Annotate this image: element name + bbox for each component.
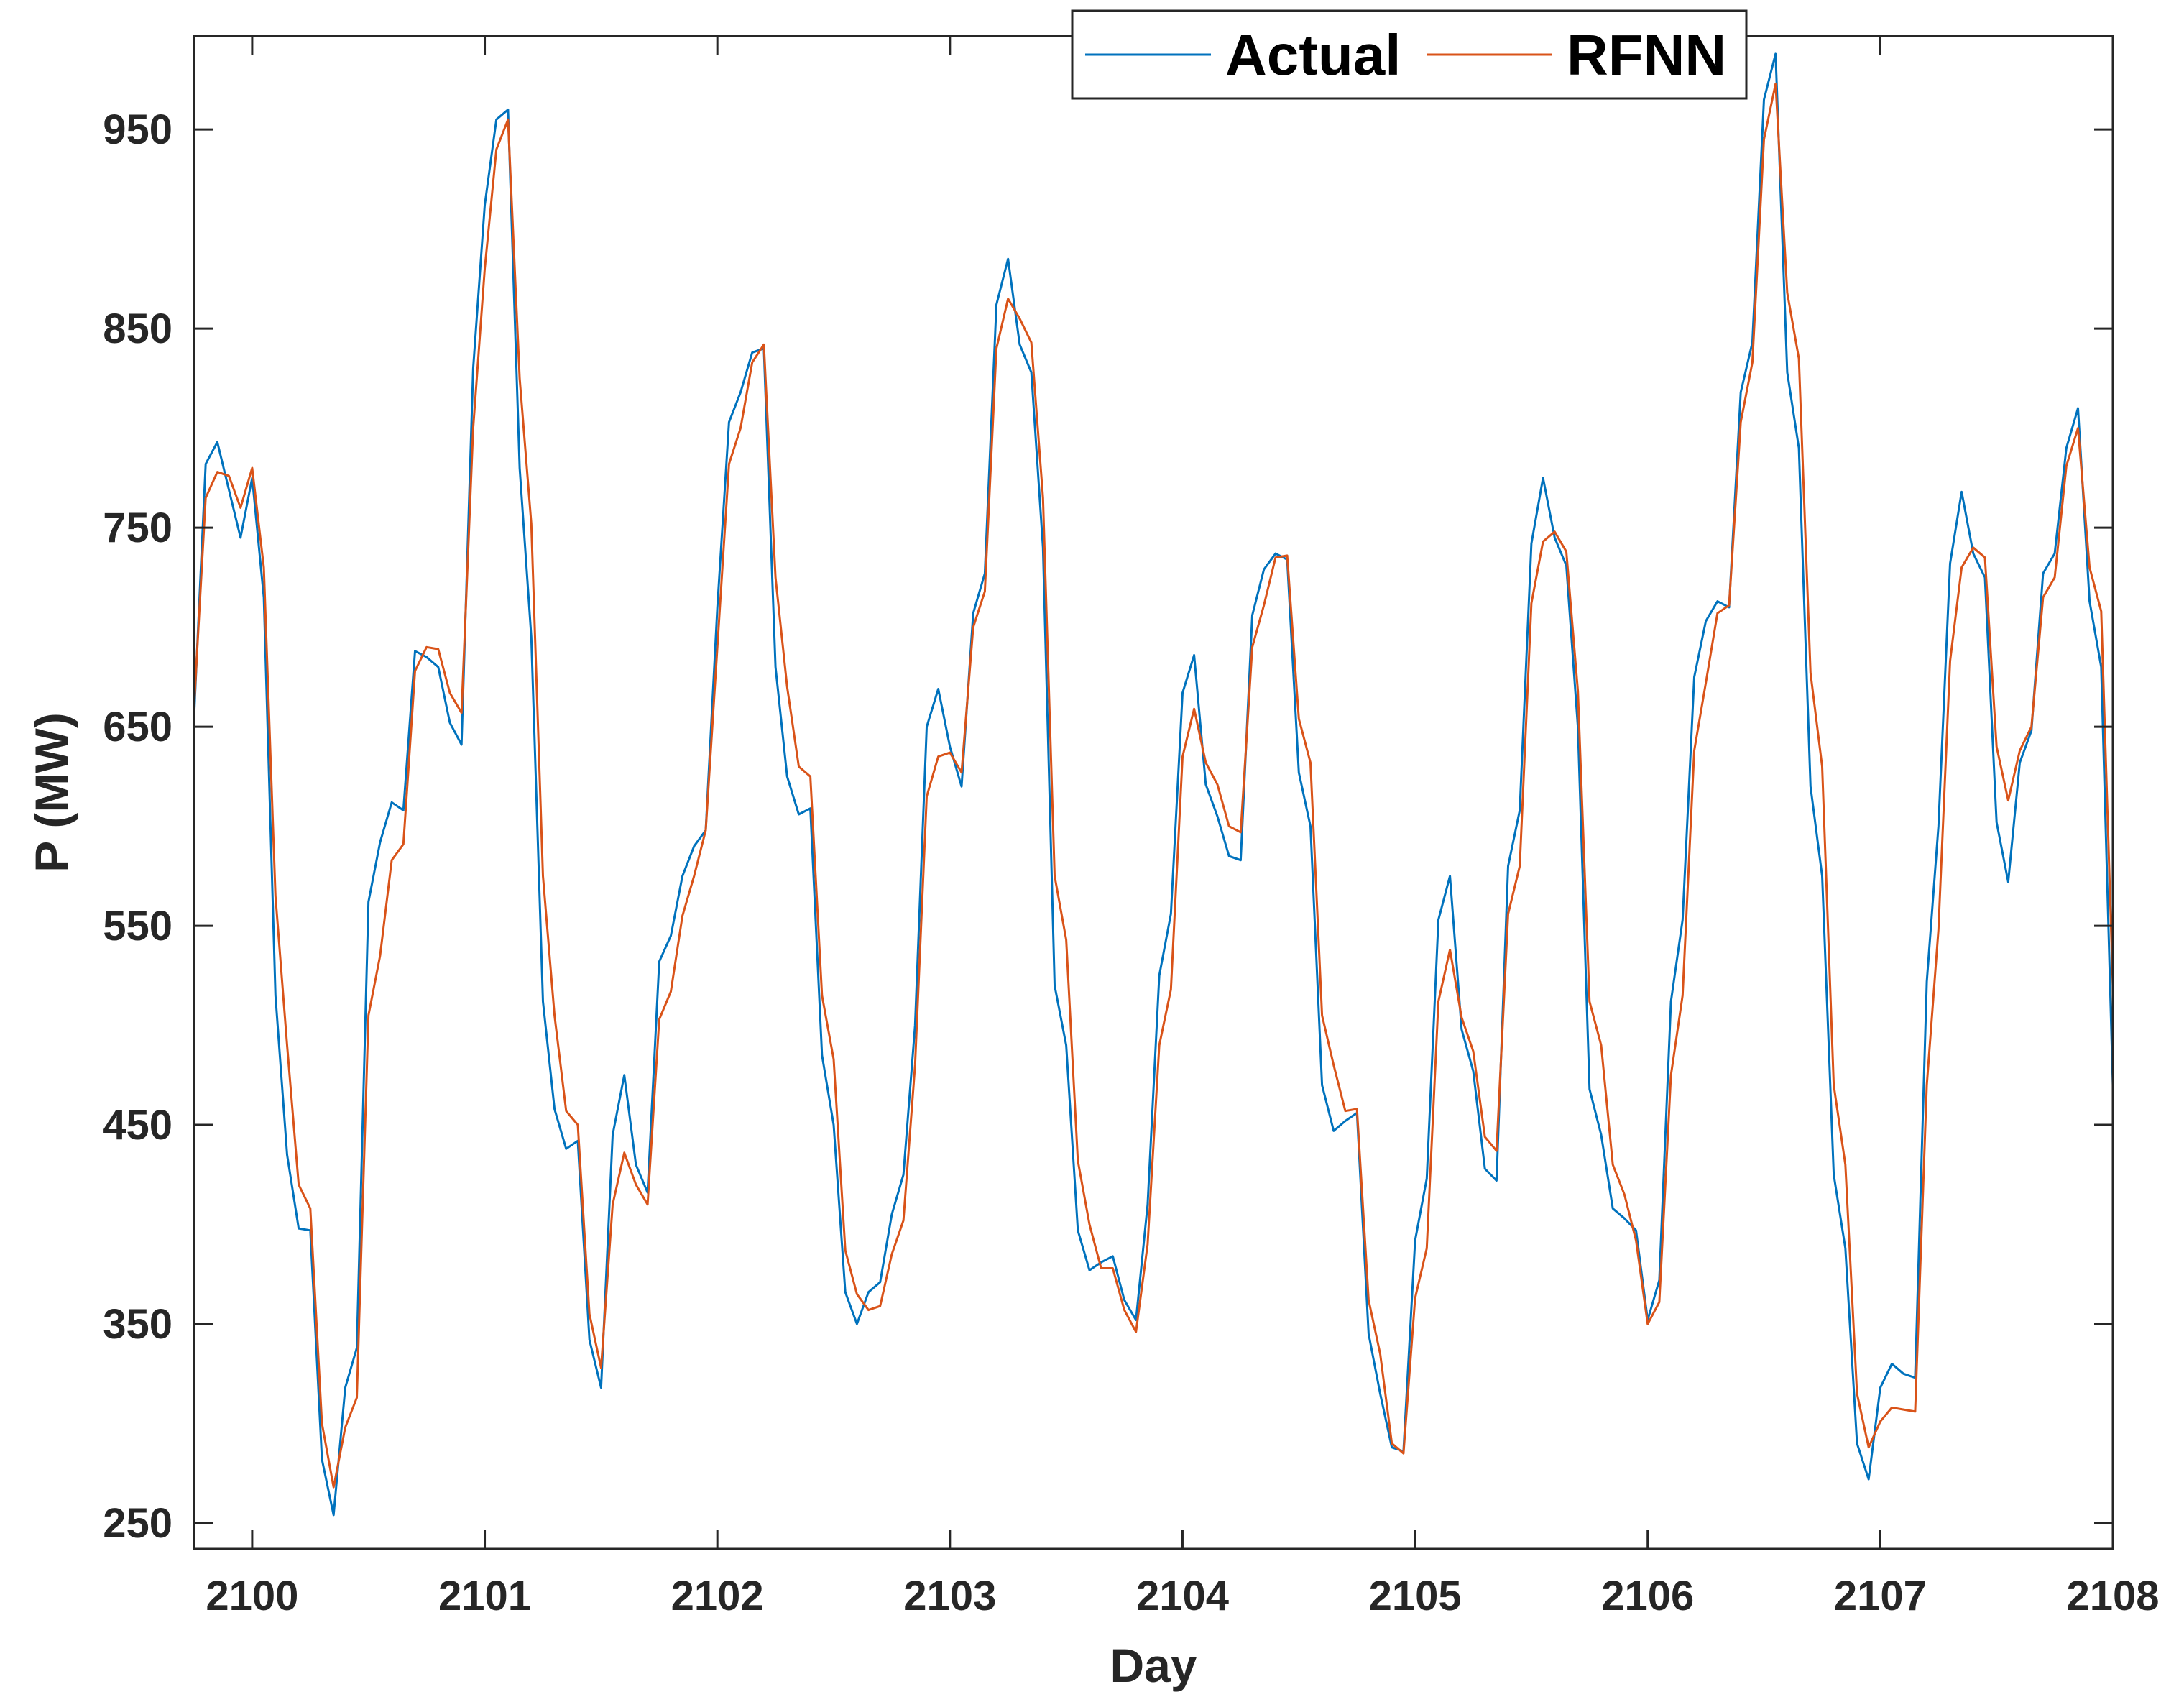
x-tick-label: 2106 [1601, 1573, 1694, 1619]
series-layer [193, 52, 2114, 1517]
x-axis-title: Day [1110, 1639, 1197, 1692]
x-tick-label: 2107 [1834, 1573, 1927, 1619]
y-tick-label: 450 [103, 1102, 172, 1149]
x-tick-labels: 2100 2101 2102 2103 2104 2105 2106 2107 2108 [206, 1573, 2159, 1619]
y-tick-label: 850 [103, 305, 172, 352]
x-tick-label: 2102 [671, 1573, 764, 1619]
y-tick-label: 250 [103, 1500, 172, 1547]
legend-label-actual: Actual [1225, 23, 1401, 87]
y-tick-label: 950 [103, 106, 172, 153]
x-tick-label: 2105 [1369, 1573, 1462, 1619]
x-tick-label: 2100 [206, 1573, 298, 1619]
y-axis-title: P (MW) [25, 712, 78, 872]
x-tick-label: 2108 [2066, 1573, 2159, 1619]
legend: Actual RFNN [1071, 9, 1748, 100]
y-tick-label: 750 [103, 505, 172, 551]
y-tick-label: 550 [103, 903, 172, 949]
x-tick-label: 2103 [903, 1573, 996, 1619]
y-tick-labels: 250 350 450 550 650 750 850 950 [103, 106, 172, 1547]
series-line-rfnn [193, 83, 2114, 1489]
y-tick-label: 350 [103, 1301, 172, 1348]
legend-label-rfnn: RFNN [1567, 23, 1726, 87]
x-tick-label: 2101 [438, 1573, 531, 1619]
series-line-actual [193, 52, 2114, 1517]
x-tick-label: 2104 [1136, 1573, 1229, 1619]
y-tick-label: 650 [103, 704, 172, 750]
